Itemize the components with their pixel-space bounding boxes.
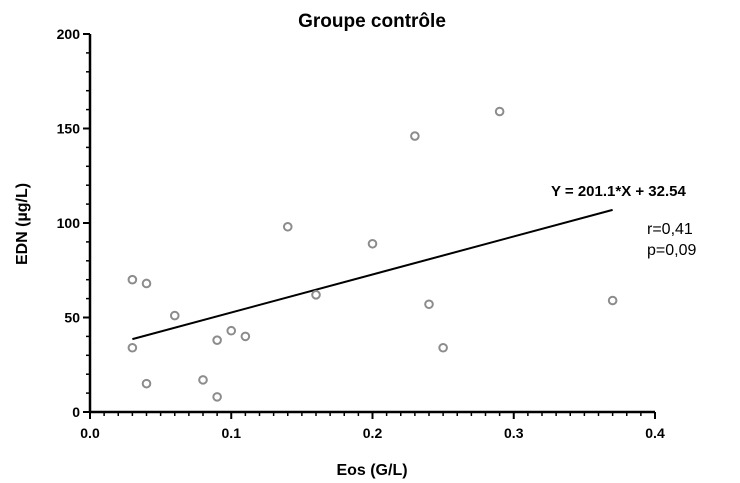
data-point [212,335,222,345]
data-point [169,310,180,321]
y-axis-label: EDN (µg/L) [14,183,31,265]
data-point [367,238,378,249]
data-point [198,375,208,385]
x-tick-label: 0.0 [80,425,100,441]
x-axis-label: Eos (G/L) [336,462,407,479]
x-tick-label: 0.4 [645,425,665,441]
axis-ticks: 0 50 100 150 200 0.0 0.1 0.2 0.3 0.4 [57,26,665,441]
x-tick-label: 0.3 [504,425,524,441]
y-tick-label: 200 [57,26,81,42]
data-point [424,299,434,310]
data-point [410,131,420,141]
data-point [212,392,222,402]
regression-equation: Y = 201.1*X + 32.54 [551,183,686,200]
data-point [141,278,152,289]
x-tick-label: 0.1 [222,425,242,441]
chart-title: Groupe contrôle [298,11,446,32]
correlation-r: r=0,41 [647,221,693,238]
p-value: p=0,09 [647,242,696,259]
data-point [240,331,251,342]
data-points [127,106,618,402]
data-point [311,290,321,300]
data-point [494,106,505,117]
y-tick-label: 150 [57,121,81,137]
regression-line [132,208,613,341]
y-tick-label: 50 [64,310,80,326]
y-tick-label: 100 [57,215,81,231]
regression-group [132,208,613,341]
data-point [607,295,618,306]
data-point [226,325,237,336]
axes [88,34,655,414]
data-point [127,274,138,285]
x-tick-label: 0.2 [363,425,383,441]
data-point [438,342,448,353]
data-point [141,378,152,389]
y-tick-label: 0 [72,404,80,420]
data-point [282,221,293,232]
data-point [127,342,138,353]
